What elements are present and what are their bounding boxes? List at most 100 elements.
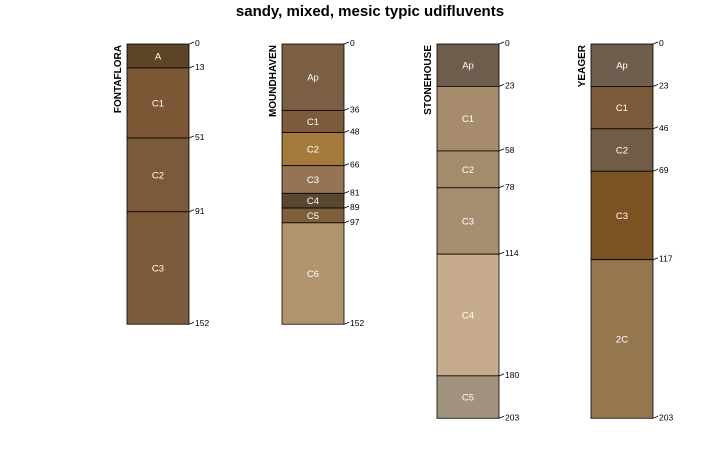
horizon-c3 [590, 170, 654, 261]
horizon-c3 [436, 187, 500, 255]
depth-tick [343, 190, 350, 194]
horizon-c2 [126, 137, 190, 213]
horizon-c2 [281, 132, 345, 167]
depth-label: 117 [659, 254, 673, 264]
horizon-label: C4 [307, 196, 319, 207]
horizon-label: Ap [462, 61, 474, 72]
horizon-label: C5 [462, 393, 474, 404]
depth-label: 58 [505, 145, 515, 155]
horizon-c1 [436, 86, 500, 152]
depth-tick [343, 107, 350, 111]
depth-tick [343, 321, 350, 325]
horizon-label: C2 [307, 145, 319, 156]
depth-label: 51 [195, 132, 205, 142]
horizon-label: 2C [616, 334, 628, 345]
depth-tick [498, 41, 505, 45]
profile-name: FONTAFLORA [113, 45, 124, 113]
profile-stonehouse: STONEHOUSE Ap C1 C2 C3 C4 C5 0 23 58 78 114 180 203 [423, 38, 519, 422]
horizon-label: C1 [616, 103, 628, 114]
depth-label: 114 [505, 248, 519, 258]
horizon-c3 [126, 211, 190, 325]
depth-label: 0 [505, 38, 510, 48]
profile-name: YEAGER [577, 44, 588, 87]
depth-label: 69 [659, 165, 669, 175]
profile-moundhaven: MOUNDHAVEN Ap C1 C2 C3 C4 C5 C6 0 36 48 66 81 89 97 152 [268, 38, 364, 328]
depth-tick [652, 168, 659, 172]
horizon-c2 [436, 150, 500, 189]
depth-tick [498, 148, 505, 152]
depth-tick [188, 209, 195, 213]
horizon-label: C2 [616, 146, 628, 157]
depth-tick [498, 415, 505, 419]
horizon-label: C2 [462, 165, 474, 176]
depth-tick [343, 205, 350, 209]
depth-label: 203 [659, 412, 673, 422]
horizon-label: C2 [152, 170, 164, 181]
depth-tick [498, 84, 505, 87]
depth-label: 203 [505, 412, 519, 422]
depth-tick [343, 163, 350, 167]
profile-yeager: YEAGER Ap C1 C2 C3 2C 0 23 46 69 117 203 [577, 38, 673, 422]
horizon-label: Ap [307, 73, 319, 84]
depth-label: 152 [350, 318, 364, 328]
depth-label: 66 [350, 160, 360, 170]
depth-tick [652, 257, 659, 261]
depth-label: 48 [350, 126, 360, 136]
horizon-label: C3 [152, 263, 164, 274]
figure-title: sandy, mixed, mesic typic udifluvents [236, 3, 504, 20]
horizon-label: C1 [307, 117, 319, 128]
horizon-label: C4 [462, 311, 474, 322]
horizon-label: C1 [152, 98, 164, 109]
depth-label: 81 [350, 187, 360, 197]
depth-tick [188, 135, 195, 139]
depth-label: 23 [659, 80, 669, 90]
depth-label: 36 [350, 104, 360, 114]
depth-tick [652, 41, 659, 45]
profiles-group: FONTAFLORA A C1 C2 C3 0 13 51 91 152 MOUNDHAVEN Ap C… [113, 38, 673, 422]
depth-tick [652, 415, 659, 419]
depth-label: 46 [659, 123, 669, 133]
depth-label: 152 [195, 318, 209, 328]
horizon-c4 [436, 253, 500, 377]
horizon-c2 [590, 128, 654, 172]
depth-tick [652, 84, 659, 87]
depth-tick [343, 220, 350, 224]
depth-tick [498, 373, 505, 377]
depth-tick [652, 126, 659, 130]
depth-label: 97 [350, 217, 360, 227]
profile-name: STONEHOUSE [423, 45, 434, 115]
depth-label: 13 [195, 62, 205, 72]
depth-label: 78 [505, 182, 515, 192]
depth-tick [188, 65, 195, 69]
horizon-label: C3 [616, 211, 628, 222]
profile-name: MOUNDHAVEN [268, 45, 279, 117]
depth-label: 0 [350, 38, 355, 48]
horizon-c1 [126, 67, 190, 139]
profile-fontaflora: FONTAFLORA A C1 C2 C3 0 13 51 91 152 [113, 38, 209, 328]
depth-label: 0 [659, 38, 664, 48]
horizon-label: A [155, 51, 162, 62]
horizon-2c [590, 259, 654, 419]
horizon-c6 [281, 222, 345, 325]
horizon-ap [436, 43, 500, 87]
horizon-label: C3 [462, 216, 474, 227]
depth-label: 0 [195, 38, 200, 48]
horizon-c3 [281, 165, 345, 194]
depth-tick [343, 130, 350, 133]
horizon-label: C5 [307, 211, 319, 222]
depth-label: 23 [505, 80, 515, 90]
depth-tick [188, 321, 195, 325]
horizon-c5 [436, 375, 500, 419]
depth-tick [343, 41, 350, 45]
depth-tick [498, 251, 505, 255]
horizon-label: Ap [616, 61, 628, 72]
depth-label: 89 [350, 202, 360, 212]
depth-tick [498, 185, 505, 189]
depth-label: 180 [505, 370, 519, 380]
horizon-label: C6 [307, 269, 319, 280]
horizon-label: C3 [307, 175, 319, 186]
depth-label: 91 [195, 206, 205, 216]
horizon-label: C1 [462, 114, 474, 125]
depth-tick [188, 41, 195, 45]
